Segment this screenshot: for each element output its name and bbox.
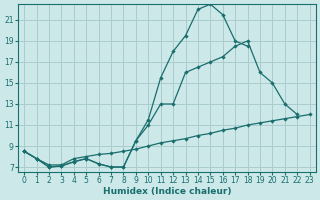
X-axis label: Humidex (Indice chaleur): Humidex (Indice chaleur)	[103, 187, 231, 196]
